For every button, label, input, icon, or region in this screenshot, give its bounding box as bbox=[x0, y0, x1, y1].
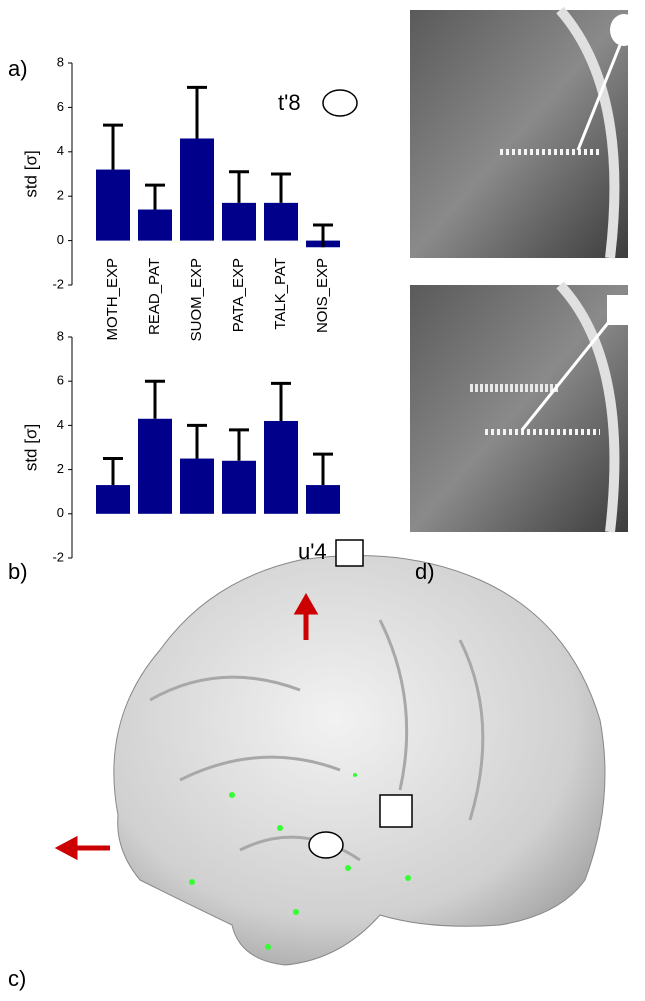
brain-render bbox=[54, 555, 606, 966]
y-tick-label: 0 bbox=[57, 505, 64, 520]
panel-label: b) bbox=[8, 559, 28, 584]
y-tick-label: 0 bbox=[57, 232, 64, 247]
bar bbox=[264, 420, 298, 514]
electrode-label: t'8 bbox=[278, 90, 301, 115]
y-tick-label: 6 bbox=[57, 99, 64, 114]
y-tick-label: 2 bbox=[57, 461, 64, 476]
bar bbox=[138, 209, 172, 241]
x-tick-label: NOIS_EXP bbox=[314, 258, 331, 333]
x-tick-label: PATA_EXP bbox=[230, 258, 247, 332]
electrode-label: u'4 bbox=[298, 539, 327, 564]
panel-label: a) bbox=[8, 56, 28, 81]
y-tick-label: 8 bbox=[57, 328, 64, 343]
bar bbox=[138, 418, 172, 514]
bar bbox=[222, 202, 256, 241]
mri-bottom bbox=[410, 281, 639, 533]
y-tick-label: 4 bbox=[57, 417, 64, 432]
y-axis-label: std [σ] bbox=[21, 150, 40, 197]
panel-label: c) bbox=[8, 966, 26, 991]
y-tick-label: 4 bbox=[57, 143, 64, 158]
electrode-marker-circle bbox=[322, 89, 358, 117]
x-tick-label: READ_PAT bbox=[146, 258, 163, 335]
bar bbox=[180, 138, 214, 241]
bar bbox=[180, 458, 214, 514]
x-tick-label: SUOM_EXP bbox=[188, 258, 205, 341]
y-axis-label: std [σ] bbox=[21, 424, 40, 471]
y-tick-label: 2 bbox=[57, 188, 64, 203]
bar bbox=[96, 485, 130, 514]
bar bbox=[96, 169, 130, 241]
mri-top bbox=[410, 6, 638, 259]
y-tick-label: -2 bbox=[52, 276, 64, 291]
x-tick-label: TALK_PAT bbox=[272, 258, 289, 330]
y-tick-label: 6 bbox=[57, 373, 64, 388]
y-tick-label: -2 bbox=[52, 549, 64, 564]
x-tick-label: MOTH_EXP bbox=[104, 258, 121, 341]
y-tick-label: 8 bbox=[57, 54, 64, 69]
bar bbox=[222, 460, 256, 514]
bar bbox=[306, 485, 340, 514]
bar bbox=[264, 202, 298, 241]
electrode-marker-square bbox=[335, 539, 364, 567]
panel-label: d) bbox=[415, 559, 435, 584]
